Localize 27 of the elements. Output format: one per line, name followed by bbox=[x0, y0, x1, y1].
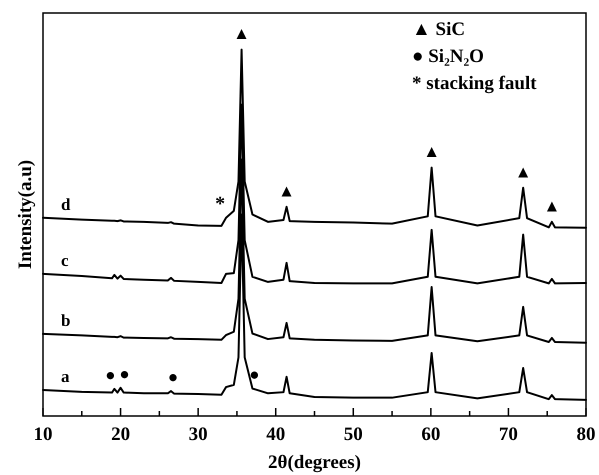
x-axis-title: 2θ(degrees) bbox=[268, 452, 361, 473]
series-label: a bbox=[61, 366, 70, 386]
text: ▲ SiC bbox=[412, 19, 466, 40]
annotation: ● bbox=[168, 368, 178, 387]
x-tick-label: 40 bbox=[266, 424, 286, 445]
x-tick-label: 30 bbox=[188, 424, 208, 445]
x-tick-label: 50 bbox=[344, 424, 363, 445]
x-tick-label: 70 bbox=[498, 424, 518, 445]
annotation: ▲ bbox=[514, 162, 532, 182]
x-tick-label: 10 bbox=[34, 424, 52, 445]
annotation: ▲ bbox=[423, 142, 440, 162]
x-tick-label: 60 bbox=[421, 424, 440, 445]
series-label: d bbox=[61, 194, 71, 214]
annotation: * bbox=[215, 192, 226, 215]
annotation: * stacking fault bbox=[412, 73, 538, 94]
annotation: ● bbox=[119, 364, 130, 384]
x-tick-label: 80 bbox=[576, 424, 596, 445]
series-label: c bbox=[61, 250, 69, 270]
annotation: ▲ bbox=[233, 24, 250, 44]
annotation: ▲ bbox=[278, 181, 295, 200]
y-axis-title: Intensity(a.u) bbox=[15, 160, 36, 270]
annotation: ● bbox=[105, 365, 116, 384]
series-label: b bbox=[61, 310, 70, 330]
x-tick-label: 20 bbox=[111, 424, 130, 445]
annotation: ● Si₂N₂O bbox=[412, 46, 484, 67]
annotation: ▲ bbox=[543, 196, 560, 216]
annotation: ● bbox=[249, 365, 260, 384]
